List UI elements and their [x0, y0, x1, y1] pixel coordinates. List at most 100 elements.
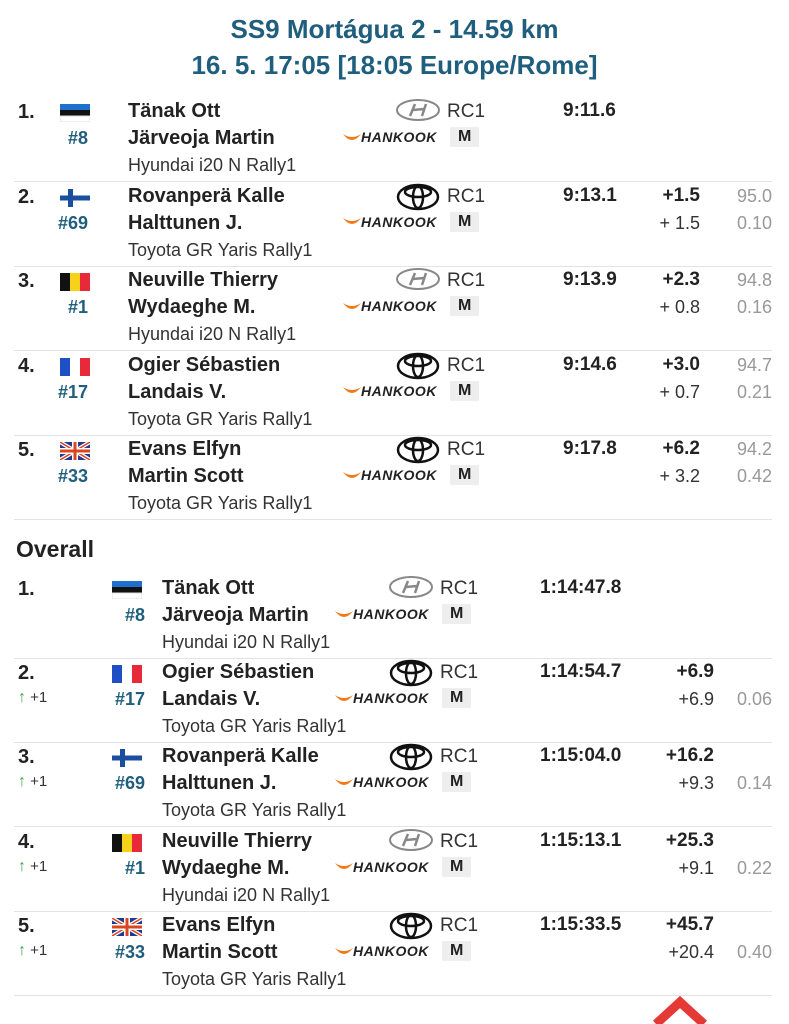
codriver: Järveoja Martin	[162, 604, 309, 626]
loss: 0.06	[736, 689, 772, 710]
car-number: #69	[57, 212, 88, 233]
time: 1:15:04.0	[540, 745, 622, 767]
tyre-brand: HANKOOK	[343, 129, 437, 147]
tyre-brand: HANKOOK	[335, 606, 429, 624]
up-arrow: ↑	[18, 941, 26, 959]
loss: 0.22	[736, 857, 772, 878]
maker-logo	[388, 575, 434, 604]
flag	[60, 273, 90, 296]
maker-logo	[388, 828, 434, 857]
position: 4.	[18, 830, 35, 853]
gap: +25.3	[665, 829, 714, 851]
flag	[111, 581, 143, 604]
car-number: #17	[114, 689, 145, 710]
tyre-text: HANKOOK	[353, 942, 429, 959]
driver: Ogier Sébastien	[162, 661, 315, 684]
row-separator	[14, 519, 772, 520]
codriver: Halttunen J.	[162, 772, 277, 795]
class: RC1	[447, 270, 486, 291]
tyre-compound: M	[442, 940, 472, 961]
car: Toyota GR Yaris Rally1	[128, 239, 313, 260]
car-number: #17	[57, 381, 88, 402]
scroll-top-button[interactable]	[650, 996, 710, 1024]
gap: +6.2	[662, 438, 700, 459]
tyre-brand: HANKOOK	[343, 467, 437, 485]
diff: + 0.7	[659, 381, 700, 402]
position: 5.	[18, 439, 35, 461]
flag	[112, 833, 142, 857]
tyre-text: HANKOOK	[361, 213, 437, 230]
time: 1:15:13.1	[540, 829, 622, 851]
diff: + 1.5	[659, 212, 700, 233]
tyre-compound: M	[450, 380, 480, 401]
tyre-compound: M	[442, 604, 472, 624]
position: 1.	[18, 578, 35, 600]
row-separator	[14, 265, 772, 267]
driver: Tänak Ott	[128, 100, 221, 122]
car: Toyota GR Yaris Rally1	[162, 968, 347, 989]
class: RC1	[440, 830, 479, 852]
time: 9:17.8	[563, 438, 617, 459]
tyre-compound: M	[450, 465, 480, 485]
time: 9:11.6	[563, 100, 616, 121]
row-separator	[14, 181, 772, 182]
car: Toyota GR Yaris Rally1	[162, 800, 347, 821]
row-separator	[14, 994, 772, 996]
speed: 94.7	[736, 354, 772, 375]
position: 1.	[18, 101, 35, 123]
gap: +16.2	[665, 745, 714, 767]
row-separator	[14, 826, 772, 828]
row-separator	[14, 658, 772, 659]
codriver: Wydaeghe M.	[162, 856, 290, 879]
class: RC1	[447, 354, 486, 376]
car-number: #33	[57, 466, 88, 486]
driver: Tänak Ott	[162, 577, 255, 599]
tyre-text: HANKOOK	[361, 298, 437, 314]
loss: 0.10	[736, 212, 772, 233]
position: 5.	[18, 914, 35, 937]
codriver: Järveoja Martin	[128, 127, 275, 149]
gap: +1.5	[662, 184, 700, 206]
flag	[60, 357, 90, 381]
position: 2.	[18, 185, 35, 208]
change-value: +1	[30, 941, 48, 959]
driver: Ogier Sébastien	[128, 353, 281, 376]
time: 9:13.1	[563, 184, 617, 206]
diff: +9.3	[678, 773, 714, 794]
tyre-compound: M	[450, 296, 480, 316]
time: 1:14:54.7	[540, 661, 622, 683]
driver: Neuville Thierry	[162, 829, 313, 852]
diff: + 3.2	[659, 466, 700, 486]
tyre-compound: M	[450, 127, 480, 147]
up-arrow: ↑	[18, 773, 26, 791]
car: Toyota GR Yaris Rally1	[162, 716, 347, 737]
maker-logo	[395, 267, 441, 296]
position: 4.	[18, 354, 35, 377]
position-change: ↑ +1	[18, 858, 47, 876]
codriver: Martin Scott	[128, 465, 244, 487]
tyre-text: HANKOOK	[353, 606, 429, 622]
codriver: Halttunen J.	[128, 211, 243, 234]
change-value: +1	[30, 773, 48, 791]
car: Hyundai i20 N Rally1	[162, 884, 331, 905]
driver: Evans Elfyn	[162, 913, 276, 936]
loss: 0.40	[736, 941, 772, 962]
class: RC1	[440, 914, 479, 936]
flag	[112, 665, 142, 688]
tyre-text: HANKOOK	[361, 129, 437, 145]
driver: Rovanperä Kalle	[128, 184, 285, 207]
car-number: #8	[124, 605, 145, 625]
up-arrow: ↑	[18, 689, 26, 707]
loss: 0.21	[736, 381, 772, 402]
tyre-text: HANKOOK	[353, 774, 429, 791]
car: Hyundai i20 N Rally1	[162, 632, 331, 652]
speed: 94.2	[736, 439, 772, 459]
maker-logo	[388, 912, 434, 945]
tyre-text: HANKOOK	[353, 690, 429, 707]
loss: 0.42	[736, 466, 772, 486]
change-value: +1	[30, 857, 48, 875]
tyre-text: HANKOOK	[361, 382, 437, 399]
gap: +45.7	[665, 913, 714, 935]
driver: Rovanperä Kalle	[162, 745, 319, 768]
